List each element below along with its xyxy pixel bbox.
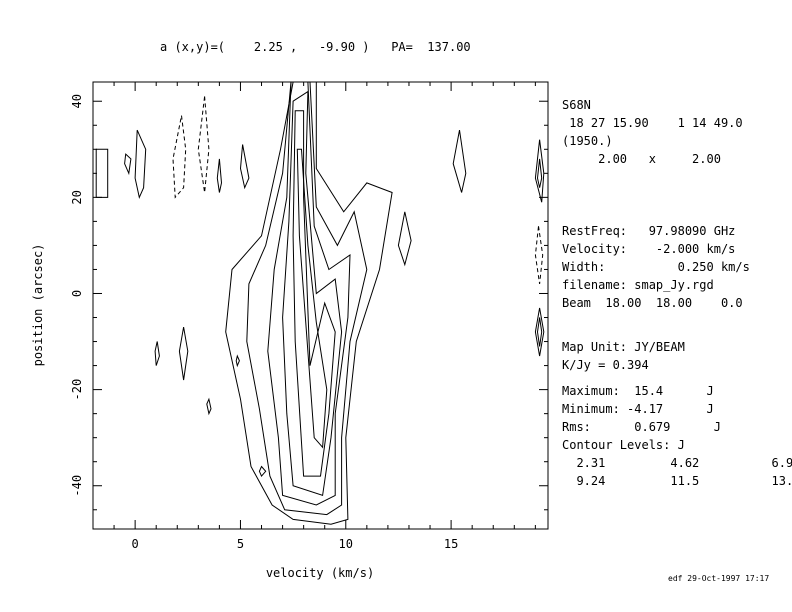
positive-contour (296, 148, 328, 449)
velocity-start: Velocity: -2.000 km/s (562, 242, 736, 256)
x-tick-label: 0 (132, 537, 139, 551)
negative-contour (197, 96, 210, 193)
positive-contour (282, 90, 343, 497)
positive-contour (95, 148, 109, 198)
positive-contour (206, 397, 212, 416)
y-tick-label: 0 (70, 290, 84, 297)
positive-contour (534, 307, 545, 357)
positive-contour (536, 317, 543, 347)
positive-contour (154, 341, 160, 366)
source-coords: 18 27 15.90 1 14 49.0 (562, 116, 743, 130)
positive-contour (452, 130, 467, 193)
maximum: Maximum: 15.4 J (562, 384, 714, 398)
contour-levels-row-2: 9.24 11.5 13.9 (562, 474, 792, 488)
contour-lines (95, 81, 545, 525)
contour-levels-title: Contour Levels: J (562, 438, 685, 452)
y-tick-label: -20 (70, 379, 84, 401)
positive-contour (536, 158, 543, 188)
tick-labels: 0 5 10 15 -40 -20 0 20 40 (70, 94, 458, 551)
x-axis-label: velocity (km/s) (266, 566, 374, 580)
positive-contour (178, 327, 189, 381)
y-tick-label: 20 (70, 190, 84, 204)
y-axis-label: position (arcsec) (31, 244, 45, 367)
negative-contour (534, 226, 544, 284)
timestamp-stamp: edf 29-Oct-1997 17:17 (668, 574, 770, 583)
minimum: Minimum: -4.17 J (562, 402, 714, 416)
positive-contour (267, 81, 351, 506)
positive-contour (239, 144, 250, 190)
beam: Beam 18.00 18.00 0.0 (562, 296, 743, 310)
axis-ticks (92, 82, 548, 529)
positive-contour (225, 81, 393, 525)
positive-contour (397, 211, 412, 267)
positive-contour (235, 354, 240, 368)
plot-frame (92, 81, 549, 530)
positive-contour (124, 153, 132, 176)
epoch: (1950.) (562, 134, 613, 148)
map-unit: Map Unit: JY/BEAM (562, 340, 685, 354)
contour-levels-row-1: 2.31 4.62 6.93 (562, 456, 792, 470)
position-header: a (x,y)=( 2.25 , -9.90 ) PA= 137.00 (160, 40, 471, 54)
k-per-jy: K/Jy = 0.394 (562, 358, 649, 372)
x-tick-label: 5 (237, 537, 244, 551)
cell-size: 2.00 x 2.00 (562, 152, 721, 166)
positive-contour (534, 139, 545, 203)
rest-frequency: RestFreq: 97.98090 GHz (562, 224, 736, 238)
filename: filename: smap_Jy.rgd (562, 278, 714, 292)
source-name: S68N (562, 98, 591, 112)
positive-contour (246, 81, 368, 516)
x-tick-label: 10 (339, 537, 353, 551)
positive-contour (216, 158, 223, 193)
rms: Rms: 0.679 J (562, 420, 721, 434)
y-tick-label: -40 (70, 475, 84, 497)
negative-contour (172, 115, 187, 199)
positive-contour (258, 465, 267, 478)
positive-contour (134, 129, 147, 200)
x-tick-label: 15 (444, 537, 458, 551)
y-tick-label: 40 (70, 94, 84, 108)
channel-width: Width: 0.250 km/s (562, 260, 750, 274)
